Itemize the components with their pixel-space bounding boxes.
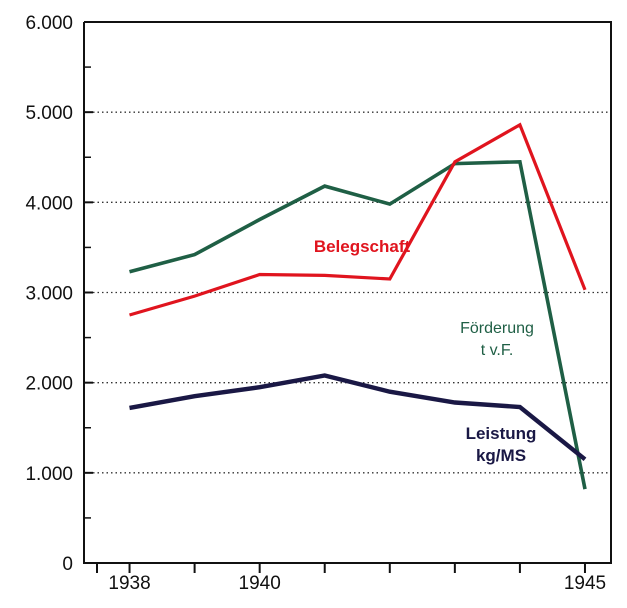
- axes: [83, 21, 612, 564]
- x-tick-labels: 1938 1940 1945: [108, 573, 606, 594]
- series-labels: Förderung t v.F. Belegschaft Leistung kg/MS: [314, 237, 537, 465]
- series-foerderung-label: Förderung: [460, 320, 534, 337]
- y-tick-labels: 0 1.000 2.000 3.000 4.000 5.000 6.000: [25, 13, 73, 575]
- tick-marks: [84, 21, 586, 573]
- series-belegschaft-line: [129, 122, 587, 317]
- series-belegschaft-label: Belegschaft: [314, 237, 411, 256]
- y-tick-label: 1.000: [25, 464, 73, 485]
- x-tick-label: 1940: [239, 573, 281, 594]
- series-lines: [129, 122, 587, 490]
- y-tick-label: 4.000: [25, 193, 73, 214]
- series-foerderung-line: [129, 159, 587, 490]
- series-foerderung-label: t v.F.: [481, 342, 514, 359]
- y-tick-label: 0: [62, 554, 73, 575]
- series-leistung-line: [129, 373, 587, 462]
- y-tick-label: 5.000: [25, 103, 73, 124]
- series-leistung-label: Leistung: [466, 424, 537, 443]
- y-tick-label: 6.000: [25, 13, 73, 34]
- series-leistung-label: kg/MS: [476, 446, 526, 465]
- x-tick-label: 1938: [108, 573, 150, 594]
- y-tick-label: 2.000: [25, 374, 73, 395]
- y-tick-label: 3.000: [25, 284, 73, 305]
- x-tick-label: 1945: [564, 573, 606, 594]
